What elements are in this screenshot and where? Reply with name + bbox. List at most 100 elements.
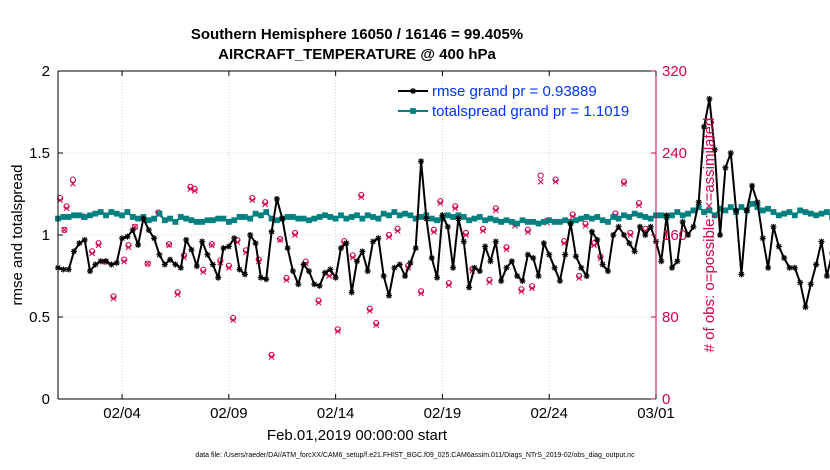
rmse-point	[145, 227, 152, 234]
totalspread-point	[583, 214, 590, 220]
obs-assimilated-stroke	[262, 201, 269, 208]
rmse-point-stroke	[210, 261, 216, 268]
totalspread-point	[338, 212, 344, 219]
rmse-point	[572, 253, 579, 260]
rmse-point-stroke	[792, 265, 798, 271]
rmse-point	[482, 243, 489, 250]
rmse-point	[172, 261, 179, 268]
obs-assimilated-stroke	[366, 307, 373, 314]
totalspread-point	[679, 212, 686, 219]
rmse-point	[743, 207, 750, 214]
rmse-point	[97, 258, 104, 265]
obs-possible-point	[165, 241, 173, 248]
rmse-point	[375, 235, 382, 242]
totalspread-point	[605, 218, 611, 225]
totalspread-point	[348, 214, 355, 220]
rmse-point	[188, 246, 195, 253]
rmse-point	[455, 215, 462, 222]
totalspread-point	[274, 217, 280, 224]
rmse-point-stroke	[477, 268, 483, 274]
rmse-point-stroke	[573, 253, 579, 259]
obs-assimilated-point	[277, 237, 284, 244]
rmse-point	[418, 158, 425, 165]
rmse-point	[412, 245, 419, 252]
totalspread-point	[332, 215, 339, 222]
rmse-point-stroke	[599, 261, 606, 268]
rmse-point-stroke	[525, 252, 531, 258]
rmse-point-stroke	[370, 238, 376, 245]
rmse-point-stroke	[172, 261, 179, 268]
obs-assimilated-point	[452, 205, 459, 212]
totalspread-point	[621, 212, 627, 219]
obs-possible-point	[131, 223, 138, 230]
rmse-point-stroke	[103, 258, 109, 264]
rmse-point-stroke	[268, 229, 275, 235]
totalspread-point	[396, 212, 403, 219]
obs-assimilated-stroke	[326, 273, 333, 279]
rmse-point	[487, 258, 494, 265]
totalspread-point	[642, 214, 649, 220]
obs-possible-point	[144, 260, 151, 267]
obs-assimilated-point	[552, 178, 559, 185]
rmse-point-stroke	[108, 261, 115, 268]
obs-assimilated-stroke	[445, 282, 452, 289]
rmse-point-stroke	[583, 273, 590, 279]
totalspread-point	[295, 215, 302, 222]
totalspread-point	[626, 214, 633, 220]
obs-possible-point	[277, 236, 284, 243]
rmse-point	[636, 223, 643, 230]
obs-assimilated-stroke	[174, 291, 181, 298]
rmse-point-stroke	[247, 232, 253, 238]
totalspread-point	[471, 215, 478, 222]
rmse-point	[209, 261, 216, 268]
obs-assimilated-stroke	[569, 213, 576, 220]
rmse-point	[631, 248, 638, 255]
rmse-point-stroke	[114, 260, 120, 266]
totalspread-point	[167, 215, 174, 222]
rmse-point	[87, 268, 94, 275]
totalspread-point	[791, 212, 798, 219]
obs-assimilated-point	[358, 194, 365, 201]
obs-assimilated-point	[292, 232, 299, 238]
totalspread-point	[797, 207, 804, 214]
obs-assimilated-point	[386, 234, 392, 241]
rmse-point-stroke	[381, 273, 387, 279]
y-right-tick-label: 240	[662, 145, 687, 162]
rmse-point	[156, 251, 163, 258]
rmse-point-stroke	[824, 273, 830, 279]
obs-possible-point	[61, 226, 68, 233]
rmse-point-stroke	[60, 266, 66, 273]
totalspread-point	[124, 209, 131, 215]
rmse-point-stroke	[701, 124, 707, 130]
obs-assimilated-point	[492, 207, 499, 214]
rmse-point	[151, 235, 158, 242]
x-tick-label: 02/14	[317, 405, 355, 422]
obs-assimilated-stroke	[268, 354, 275, 360]
rmse-point	[135, 241, 142, 248]
rmse-point-stroke	[295, 281, 301, 287]
rmse-point	[311, 281, 318, 288]
x-tick-label: 02/09	[210, 405, 248, 422]
rmse-point-stroke	[429, 255, 435, 261]
totalspread-point	[183, 215, 190, 222]
rmse-point	[300, 261, 307, 268]
rmse-point	[236, 266, 243, 273]
rmse-point-stroke	[551, 265, 558, 271]
obs-assimilated-stroke	[208, 242, 215, 249]
obs-assimilated-stroke	[249, 197, 256, 204]
x-tick-label: 02/19	[424, 405, 462, 422]
rmse-point-stroke	[167, 256, 173, 263]
rmse-point	[615, 223, 622, 230]
rmse-point-stroke	[311, 281, 317, 287]
rmse-point	[535, 273, 542, 279]
obs-assimilated-point	[249, 197, 256, 204]
rmse-point-stroke	[680, 219, 686, 225]
rmse-point	[733, 207, 740, 214]
rmse-point-stroke	[493, 238, 499, 245]
rmse-point-stroke	[471, 265, 478, 271]
totalspread-point	[241, 214, 248, 220]
rmse-point-stroke	[749, 183, 755, 189]
rmse-point	[679, 218, 686, 225]
rmse-point-stroke	[439, 212, 446, 218]
totalspread-point	[615, 215, 622, 222]
